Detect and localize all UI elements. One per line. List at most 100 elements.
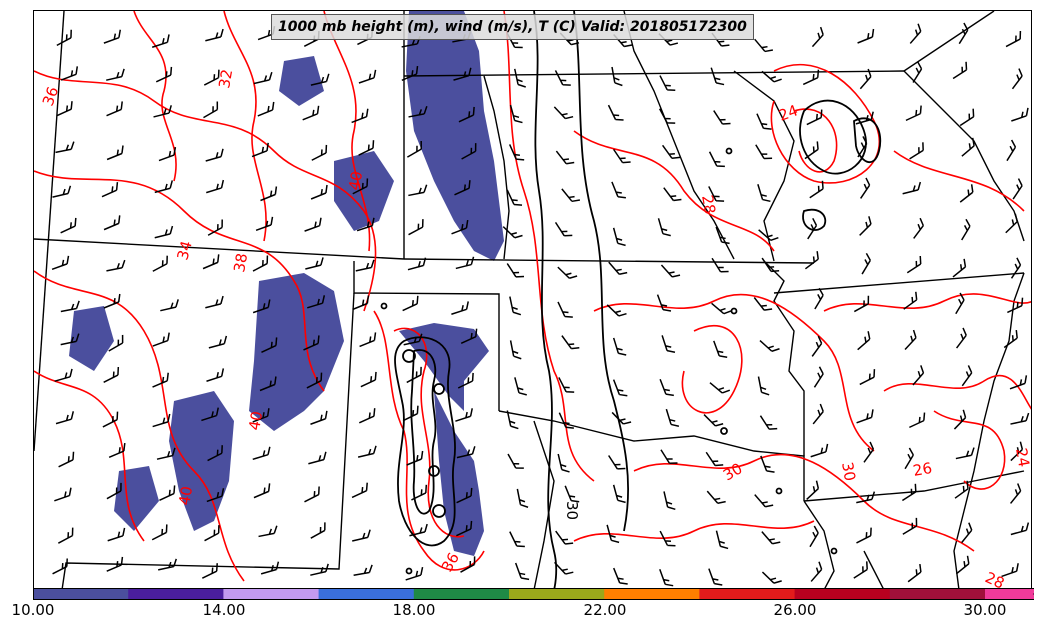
colorbar-tick-label: 30.00	[963, 601, 1007, 619]
wind-barb	[252, 299, 271, 314]
wind-barb	[1005, 213, 1018, 234]
wind-barb	[710, 67, 725, 86]
wind-barb	[660, 449, 678, 465]
wind-barb	[307, 295, 326, 309]
wind-barb	[853, 295, 870, 313]
wind-barb	[359, 332, 377, 348]
wind-barb	[1001, 563, 1019, 578]
wind-barb	[502, 226, 523, 239]
wind-barb	[904, 329, 917, 350]
wind-barb	[457, 372, 474, 389]
wind-barb	[261, 337, 278, 353]
wind-barb	[859, 216, 872, 236]
wind-barb	[1009, 375, 1028, 390]
wind-barb	[608, 455, 626, 470]
wind-barb	[58, 451, 75, 468]
wind-barb	[713, 110, 731, 125]
wind-barb	[611, 411, 632, 425]
wind-barb	[509, 531, 525, 548]
wind-barb	[514, 562, 530, 581]
wind-barb	[509, 340, 522, 360]
wind-barb	[802, 69, 820, 86]
wind-barb	[909, 412, 926, 429]
map-panel: 32 36 40 34 38 40 40 28 24 30 30 26 28 2…	[33, 10, 1032, 589]
contour-labels: 32 36 40 34 38 40 40 28 24 30 30 26 28 2…	[39, 68, 1031, 588]
wind-barb	[909, 23, 922, 44]
wind-barb	[451, 301, 469, 315]
wind-barb	[959, 108, 975, 127]
wind-barb	[152, 372, 169, 388]
wind-barb	[961, 365, 973, 387]
wind-barb	[661, 144, 681, 160]
wind-barb	[156, 447, 176, 460]
wind-barb	[612, 337, 627, 356]
wind-barb	[1003, 330, 1018, 349]
wind-barb	[611, 181, 626, 199]
wind-barb	[809, 525, 819, 548]
contour-label: 32	[215, 68, 236, 90]
colorbar-tick-label: 22.00	[583, 601, 627, 619]
wind-barb	[60, 300, 80, 313]
wind-barb	[108, 442, 126, 459]
contour-label: 40	[345, 170, 366, 192]
wind-barb	[811, 26, 824, 48]
wind-barb	[555, 530, 574, 545]
wind-barb	[311, 144, 328, 161]
wind-barb	[554, 70, 571, 86]
wind-barb	[904, 447, 914, 470]
wind-barb	[661, 335, 676, 353]
wind-barb	[861, 252, 871, 275]
wind-barb	[102, 411, 119, 428]
wind-barb	[806, 480, 820, 501]
wind-barb	[310, 563, 329, 576]
colorbar-segment	[223, 588, 320, 600]
wind-barb	[715, 530, 729, 550]
wind-barb	[408, 184, 428, 197]
wind-barb	[754, 38, 774, 53]
wind-barb	[856, 491, 876, 504]
wind-barb	[60, 66, 79, 81]
wind-barb	[761, 70, 782, 83]
contour-label: 28	[698, 194, 719, 216]
wind-barbs	[51, 22, 1030, 587]
wind-barb	[310, 73, 330, 86]
wind-barb	[55, 411, 75, 425]
colorbar-tick-label: 10.00	[11, 601, 55, 619]
wind-barb	[813, 366, 824, 388]
wind-barb	[761, 257, 780, 273]
wind-barb	[715, 226, 730, 245]
wind-barb	[757, 376, 770, 396]
wind-barb	[260, 561, 280, 575]
shaded-region	[279, 56, 324, 106]
wind-barb	[1010, 257, 1022, 279]
wind-barb	[708, 568, 723, 586]
wind-barb	[308, 451, 327, 465]
wind-barb	[253, 71, 273, 85]
wind-barb	[660, 264, 681, 278]
colorbar	[33, 588, 1034, 600]
wind-barb	[706, 490, 726, 504]
wind-barb	[107, 527, 126, 542]
wind-barb	[659, 569, 674, 587]
wind-barb	[760, 455, 775, 473]
wind-barb	[306, 372, 323, 389]
wind-barb	[56, 101, 73, 117]
wind-barb	[954, 480, 969, 499]
wind-barb	[152, 332, 170, 347]
wind-barb	[952, 258, 967, 278]
wind-barb	[759, 339, 780, 352]
wind-barb	[206, 488, 225, 503]
wind-barb	[252, 408, 270, 423]
wind-barb	[506, 410, 519, 430]
wind-barb	[561, 335, 580, 350]
wind-barb	[253, 483, 271, 499]
wind-barb	[665, 408, 680, 427]
colorbar-tick-label: 18.00	[392, 601, 436, 619]
wind-barb	[402, 405, 419, 422]
wind-barb	[514, 377, 527, 396]
wind-barb	[106, 101, 123, 117]
shaded-region	[249, 273, 344, 431]
wind-barb	[106, 259, 126, 272]
wind-barb	[1011, 68, 1023, 90]
wind-barb	[901, 483, 917, 502]
